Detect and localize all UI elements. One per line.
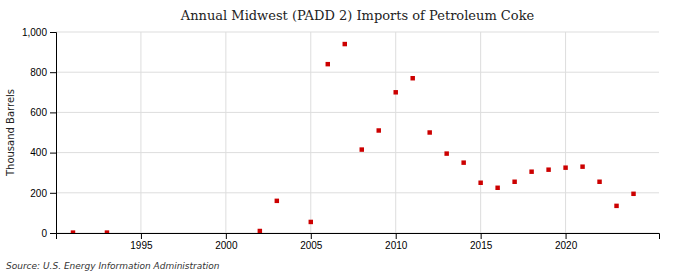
point xyxy=(597,180,601,184)
point xyxy=(495,186,499,190)
point xyxy=(529,169,533,173)
x-tick: 1995 xyxy=(130,233,153,251)
x-tick: 2005 xyxy=(300,233,323,251)
chart: 1995 2000 2005 2010 2015 2020 0 200 400 600 800 1,0… xyxy=(0,0,675,275)
grid-line-x xyxy=(140,32,141,233)
y-axis: 0 200 400 600 800 1,000 xyxy=(22,27,57,239)
point xyxy=(461,160,465,164)
y-tick: 400 xyxy=(30,147,56,158)
point xyxy=(444,151,448,155)
x-axis-line xyxy=(57,234,660,240)
point xyxy=(326,62,330,66)
x-tick-mark xyxy=(481,233,482,239)
y-tick: 0 xyxy=(41,228,56,239)
x-tick: 2000 xyxy=(215,233,238,251)
point xyxy=(275,199,279,203)
grid-line-y xyxy=(56,72,659,73)
y-tick-label: 200 xyxy=(30,188,47,199)
point xyxy=(512,180,516,184)
points xyxy=(71,42,636,233)
y-tick-mark xyxy=(50,153,56,154)
grid-line-y xyxy=(56,32,659,33)
point xyxy=(343,42,347,46)
point xyxy=(478,181,482,185)
point xyxy=(105,230,109,233)
point xyxy=(309,220,313,224)
grid-line-y xyxy=(56,192,659,193)
y-tick: 200 xyxy=(30,188,56,199)
y-axis-title: Thousand Barrels xyxy=(5,89,16,177)
x-tick: 2010 xyxy=(385,233,408,251)
y-tick-mark xyxy=(50,193,56,194)
annotation: Source: U.S. Energy Information Administ… xyxy=(6,261,220,271)
x-tick-label: 2020 xyxy=(555,240,578,251)
x-tick-mark xyxy=(566,233,567,239)
y-tick-label: 400 xyxy=(30,147,47,158)
point xyxy=(580,164,584,168)
y-tick-mark xyxy=(50,233,56,234)
point xyxy=(546,167,550,171)
x-tick-label: 2010 xyxy=(385,240,408,251)
grid-line-y xyxy=(56,112,659,113)
point xyxy=(360,147,364,151)
grid-line-x xyxy=(310,32,311,233)
point xyxy=(410,76,414,80)
x-axis: 1995 2000 2005 2010 2015 2020 xyxy=(57,233,660,251)
x-tick-label: 2015 xyxy=(470,240,493,251)
grid xyxy=(56,32,659,233)
x-tick-mark xyxy=(311,233,312,239)
y-tick-mark xyxy=(50,32,56,33)
grid-line-x xyxy=(225,32,226,233)
grid-line-x xyxy=(565,32,566,233)
x-tick: 2015 xyxy=(470,233,493,251)
y-tick-mark xyxy=(50,112,56,113)
point xyxy=(631,192,635,196)
y-tick: 600 xyxy=(30,107,56,118)
point xyxy=(71,230,75,233)
y-tick-label: 1,000 xyxy=(22,27,47,38)
point xyxy=(427,130,431,134)
point xyxy=(563,165,567,169)
y-tick: 800 xyxy=(30,67,56,78)
x-tick: 2020 xyxy=(555,233,578,251)
x-tick-mark xyxy=(396,233,397,239)
x-tick-label: 2000 xyxy=(215,240,238,251)
y-tick-label: 600 xyxy=(30,107,47,118)
point xyxy=(393,90,397,94)
point xyxy=(258,229,262,233)
title: Annual Midwest (PADD 2) Imports of Petro… xyxy=(180,8,535,23)
point xyxy=(614,204,618,208)
grid-line-x xyxy=(395,32,396,233)
grid-line-x xyxy=(480,32,481,233)
point xyxy=(376,128,380,132)
y-tick-mark xyxy=(50,72,56,73)
x-tick-mark xyxy=(226,233,227,239)
x-tick-label: 2005 xyxy=(300,240,323,251)
grid-line-y xyxy=(56,152,659,153)
y-tick-label: 0 xyxy=(41,228,47,239)
x-tick-label: 1995 xyxy=(130,240,153,251)
y-axis-line xyxy=(50,33,57,234)
y-tick-label: 800 xyxy=(30,67,47,78)
y-tick: 1,000 xyxy=(22,27,56,38)
x-tick-mark xyxy=(141,233,142,239)
